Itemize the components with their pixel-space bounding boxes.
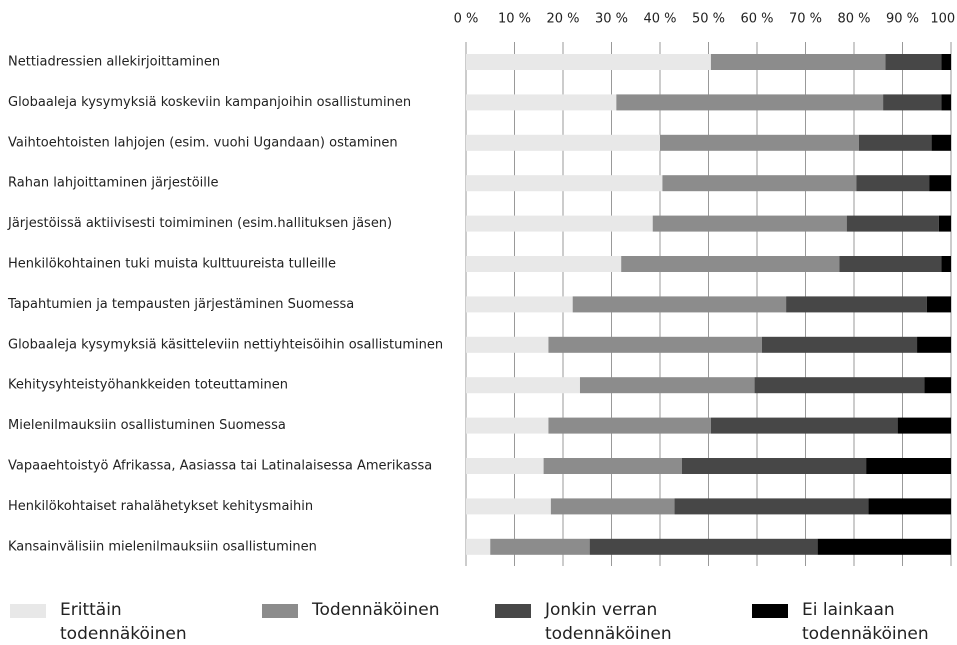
bar-segment <box>579 377 755 394</box>
legend: Erittäin todennäköinen Todennäköinen Jonki… <box>0 598 957 645</box>
bar-segment <box>856 175 930 192</box>
bar-segment <box>674 498 869 515</box>
y-tick-label: Kansainvälisiin mielenilmauksiin osallis… <box>8 539 317 554</box>
x-tick-label: 50 % <box>692 12 725 27</box>
x-tick-label: 10 % <box>498 12 531 27</box>
y-tick-label: Vapaaehtoistyö Afrikassa, Aasiassa tai L… <box>8 459 432 474</box>
legend-swatch <box>752 604 788 618</box>
bar-segment <box>924 377 951 394</box>
bar-segment <box>466 498 551 515</box>
legend-label: Ei lainkaan todennäköinen <box>802 600 929 644</box>
bar-segment <box>839 256 942 272</box>
legend-swatch <box>495 604 531 618</box>
bar-segment <box>883 94 942 111</box>
bar-segment <box>548 417 711 434</box>
bar-segment <box>616 94 884 111</box>
bar-segment <box>931 134 951 151</box>
bar-segment <box>466 94 617 111</box>
y-tick-label: Järjestöissä aktiivisesti toimiminen (es… <box>7 216 392 231</box>
bar-segment <box>710 417 898 434</box>
y-tick-label: Henkilökohtainen tuki muista kulttuureis… <box>8 257 336 272</box>
y-tick-label: Nettiadressien allekirjoittaminen <box>8 55 220 70</box>
bar-segment <box>466 336 549 353</box>
y-tick-label: Tapahtumien ja tempausten järjestäminen … <box>7 297 354 312</box>
bar-segment <box>917 336 951 353</box>
bar-segment <box>868 498 951 515</box>
bar-segment <box>662 175 857 192</box>
bar-segment <box>858 134 932 151</box>
y-tick-label: Globaaleja kysymyksiä koskeviin kampanjo… <box>8 95 411 110</box>
legend-item: Erittäin todennäköinen <box>10 598 210 645</box>
bar-segment <box>572 296 787 313</box>
bar-segment <box>550 498 675 515</box>
x-tick-label: 30 % <box>595 12 628 27</box>
bar-segment <box>466 215 653 232</box>
bar-segment <box>466 458 544 474</box>
legend-item: Ei lainkaan todennäköinen <box>752 598 952 645</box>
y-tick-label: Vaihtoehtoisten lahjojen (esim. vuohi Ug… <box>8 135 398 150</box>
bar-segment <box>885 54 942 70</box>
bar-segment <box>941 256 951 272</box>
legend-label: Erittäin todennäköinen <box>60 600 187 644</box>
bar-segment <box>941 94 951 111</box>
x-tick-label: 60 % <box>740 12 773 27</box>
bar-segment <box>846 215 939 232</box>
bar-segment <box>786 296 927 313</box>
bar-segment <box>543 458 682 474</box>
x-tick-label: 40 % <box>643 12 676 27</box>
legend-label: Todennäköinen <box>312 600 440 620</box>
chart: 0 % 10 % 20 % 30 % 40 % 50 % 60 % 70 % 80 % 90 % 1… <box>7 12 957 566</box>
y-tick-label: Globaaleja kysymyksiä käsitteleviin nett… <box>8 337 443 352</box>
y-tick-label: Rahan lahjoittaminen järjestöille <box>8 176 219 191</box>
bar-segment <box>710 54 886 70</box>
bar-segment <box>466 377 580 394</box>
x-tick-label: 0 % <box>454 12 479 27</box>
y-tick-label: Mielenilmauksiin osallistuminen Suomessa <box>8 418 286 433</box>
bar-segment <box>466 54 711 70</box>
x-tick-label: 20 % <box>546 12 579 27</box>
bar-segment <box>466 538 491 555</box>
bar-segment <box>938 215 951 232</box>
bar-segment <box>817 538 951 555</box>
bar-segment <box>652 215 847 232</box>
bar-segment <box>490 538 590 555</box>
legend-swatch <box>262 604 298 618</box>
bar-segment <box>466 134 660 151</box>
bar-segment <box>754 377 925 394</box>
bar-segment <box>866 458 951 474</box>
bar-segment <box>466 417 549 434</box>
bar-segment <box>466 256 622 272</box>
bar-segment <box>761 336 918 353</box>
bar-segment <box>681 458 867 474</box>
bar-segment <box>621 256 840 272</box>
bar-segment <box>466 175 663 192</box>
bar-segment <box>897 417 951 434</box>
bar-segment <box>929 175 951 192</box>
bar-segment <box>589 538 818 555</box>
bar-segment <box>466 296 573 313</box>
legend-item: Jonkin verran todennäköinen <box>495 598 695 645</box>
y-tick-label: Kehitysyhteistyöhankkeiden toteuttaminen <box>8 378 288 393</box>
legend-swatch <box>10 604 46 618</box>
x-tick-label: 80 % <box>837 12 870 27</box>
bar-segment <box>941 54 951 70</box>
bar-segment <box>660 134 859 151</box>
y-tick-label: Henkilökohtaiset rahalähetykset kehitysm… <box>8 499 313 514</box>
bar-segment <box>926 296 951 313</box>
x-tick-label: 100 % <box>930 12 957 27</box>
x-tick-label: 70 % <box>789 12 822 27</box>
legend-item: Todennäköinen <box>262 598 462 622</box>
legend-label: Jonkin verran todennäköinen <box>545 600 672 644</box>
x-tick-label: 90 % <box>886 12 919 27</box>
bar-segment <box>548 336 762 353</box>
